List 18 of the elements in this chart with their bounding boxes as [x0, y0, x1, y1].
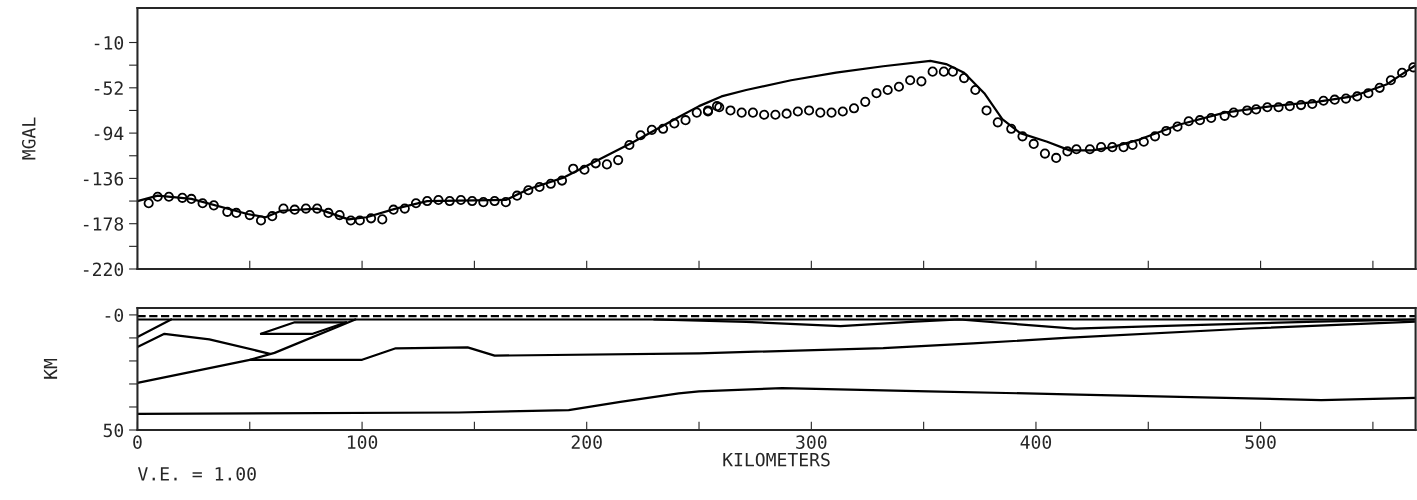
y-tick-label: -10: [94, 36, 124, 50]
y-tick-label: -94: [94, 126, 124, 141]
x-tick-label: 100: [347, 435, 378, 449]
y-tick-label: 50: [103, 423, 124, 438]
text: V.E. = 1.00: [137, 467, 256, 481]
y-tick-label: -178: [83, 217, 124, 231]
y-tick-label: -136: [83, 171, 124, 186]
y-axis-title: MGAL: [21, 117, 36, 160]
x-tick-label: 500: [1245, 435, 1276, 449]
y-tick-label: -0: [105, 308, 124, 323]
x-axis-title: KILOMETERS: [723, 452, 830, 467]
x-tick-label: 300: [796, 435, 827, 449]
x-tick-label: 200: [571, 435, 602, 449]
x-tick-label: 0: [133, 435, 142, 449]
x-tick-label: 400: [1020, 435, 1052, 449]
y-tick-label: -220: [83, 262, 124, 277]
y-axis-title: KM: [43, 358, 58, 379]
y-tick-label: -52: [94, 81, 123, 95]
